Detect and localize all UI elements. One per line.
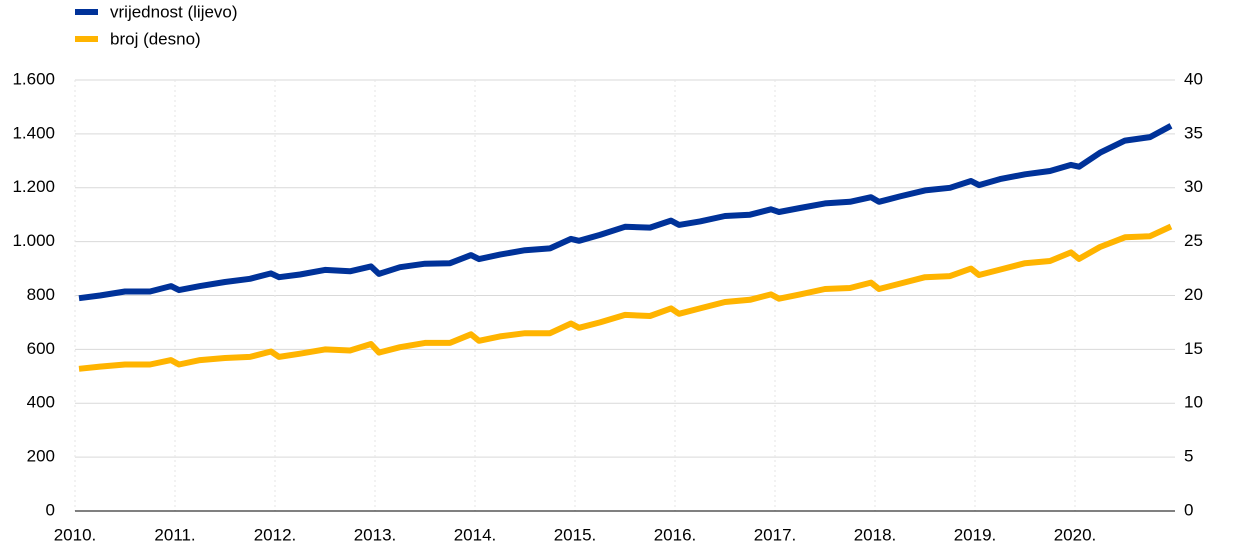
y2-tick-label: 15: [1184, 339, 1203, 358]
x-tick-label: 2019.: [954, 525, 997, 544]
y-tick-label: 400: [27, 393, 55, 412]
y2-tick-label: 5: [1184, 447, 1193, 466]
x-tick-label: 2011.: [154, 525, 195, 544]
y2-tick-label: 25: [1184, 231, 1203, 250]
y2-tick-label: 0: [1184, 500, 1193, 519]
y-tick-label: 1.400: [12, 123, 55, 142]
x-tick-label: 2016.: [654, 525, 697, 544]
legend-label: broj (desno): [110, 29, 201, 48]
y2-tick-label: 30: [1184, 177, 1203, 196]
y-tick-label: 1.600: [12, 69, 55, 88]
y-tick-label: 800: [27, 285, 55, 304]
series-line: [78, 223, 1173, 372]
x-tick-label: 2018.: [854, 525, 897, 544]
y-tick-label: 600: [27, 339, 55, 358]
x-tick-label: 2015.: [554, 525, 597, 544]
x-tick-label: 2017.: [754, 525, 797, 544]
y2-tick-label: 40: [1184, 69, 1203, 88]
x-tick-label: 2020.: [1054, 525, 1097, 544]
x-tick-label: 2014.: [454, 525, 497, 544]
x-tick-label: 2012.: [254, 525, 297, 544]
x-tick-label: 2013.: [354, 525, 397, 544]
y2-tick-label: 20: [1184, 285, 1203, 304]
y-tick-label: 200: [27, 447, 55, 466]
legend-label: vrijednost (lijevo): [110, 2, 238, 21]
y2-tick-label: 35: [1184, 123, 1203, 142]
y-tick-label: 0: [46, 500, 55, 519]
x-tick-label: 2010.: [54, 525, 97, 544]
y2-tick-label: 10: [1184, 393, 1203, 412]
y-tick-label: 1.000: [12, 231, 55, 250]
series-line: [78, 123, 1173, 302]
y-tick-label: 1.200: [12, 177, 55, 196]
